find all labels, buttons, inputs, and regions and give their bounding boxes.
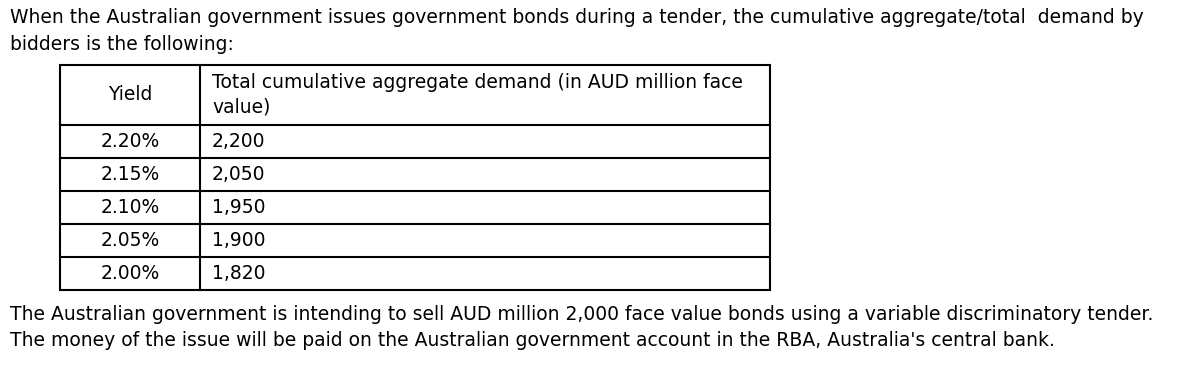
Text: Yield: Yield	[108, 85, 152, 104]
Text: 2.00%: 2.00%	[101, 264, 160, 283]
Text: 1,900: 1,900	[212, 231, 265, 250]
Text: 1,820: 1,820	[212, 264, 265, 283]
Text: 2.05%: 2.05%	[101, 231, 160, 250]
Text: Total cumulative aggregate demand (in AUD million face: Total cumulative aggregate demand (in AU…	[212, 73, 743, 93]
Text: When the Australian government issues government bonds during a tender, the cumu: When the Australian government issues go…	[10, 8, 1144, 53]
Text: 2.20%: 2.20%	[101, 132, 160, 151]
Text: 2,050: 2,050	[212, 165, 265, 184]
Text: 1,950: 1,950	[212, 198, 265, 217]
Text: value): value)	[212, 97, 270, 116]
Text: The Australian government is intending to sell AUD million 2,000 face value bond: The Australian government is intending t…	[10, 305, 1153, 351]
Text: 2.15%: 2.15%	[101, 165, 160, 184]
Text: 2,200: 2,200	[212, 132, 265, 151]
Text: 2.10%: 2.10%	[101, 198, 160, 217]
